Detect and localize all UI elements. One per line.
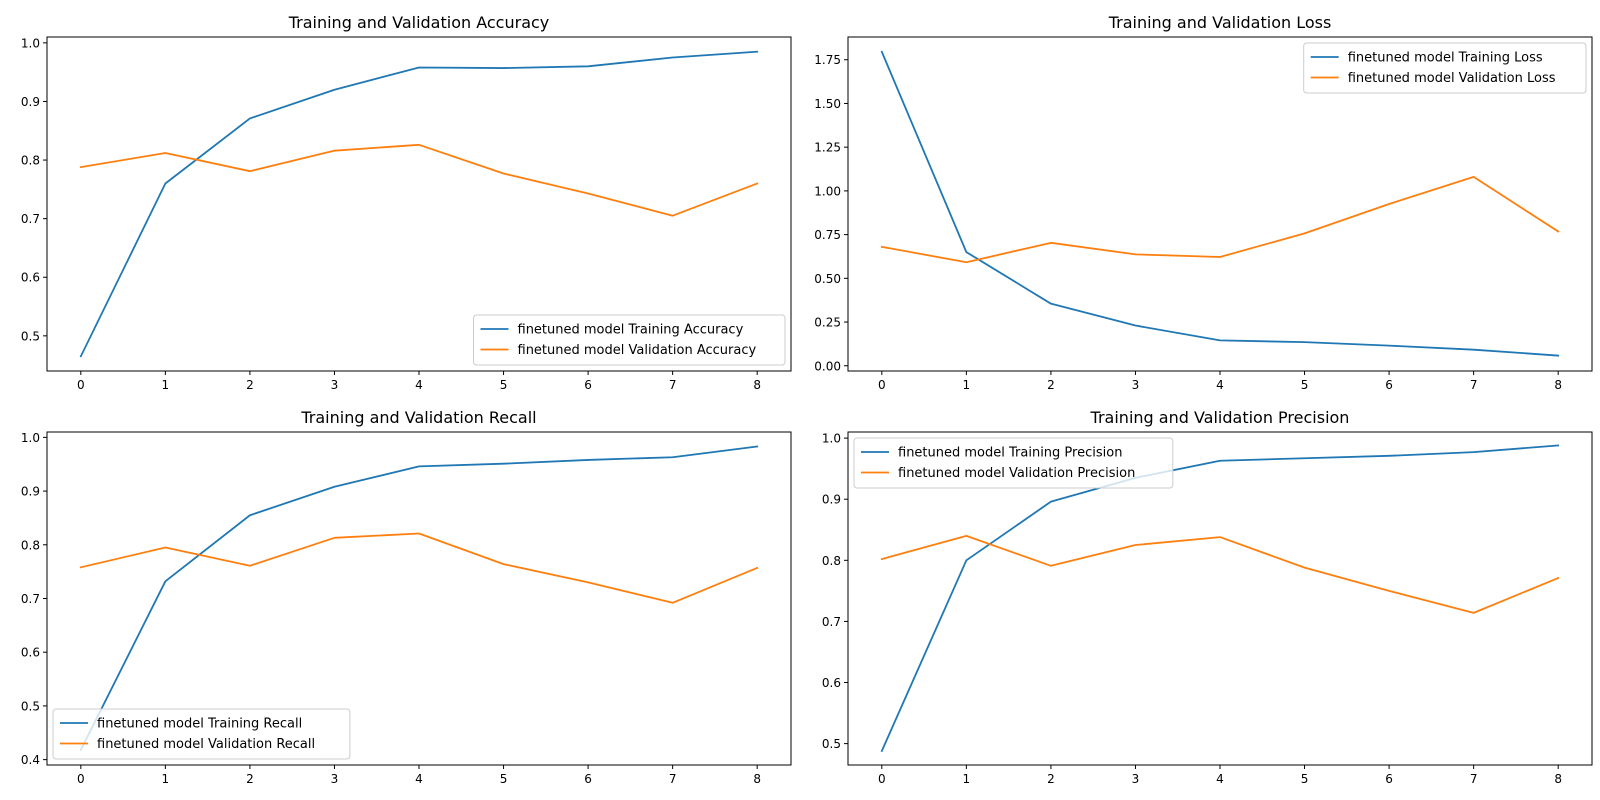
y-tick-label: 0.00	[814, 359, 841, 373]
y-tick-label: 0.8	[21, 538, 40, 552]
y-tick-label: 0.8	[21, 154, 40, 168]
x-tick-label: 0	[77, 772, 85, 786]
y-tick-label: 0.5	[822, 737, 841, 751]
x-tick-label: 2	[246, 378, 254, 392]
legend-label-1: finetuned model Validation Accuracy	[518, 343, 757, 358]
x-tick-label: 7	[1470, 772, 1478, 786]
x-tick-label: 6	[584, 378, 592, 392]
x-tick-label: 6	[1385, 378, 1393, 392]
x-tick-label: 8	[1554, 378, 1562, 392]
chart-title: Training and Validation Recall	[300, 408, 536, 427]
y-tick-label: 1.50	[814, 97, 841, 111]
y-tick-label: 1.25	[814, 141, 841, 155]
y-tick-label: 0.75	[814, 228, 841, 242]
x-tick-label: 4	[1216, 772, 1224, 786]
y-tick-label: 0.6	[822, 676, 841, 690]
series-line-0	[880, 50, 1560, 357]
x-tick-label: 1	[162, 772, 170, 786]
x-tick-label: 7	[669, 772, 677, 786]
x-tick-label: 6	[1385, 772, 1393, 786]
y-tick-label: 0.25	[814, 316, 841, 330]
y-tick-label: 0.7	[822, 615, 841, 629]
series-line-1	[79, 532, 759, 604]
y-tick-label: 1.00	[814, 184, 841, 198]
series-line-1	[880, 534, 1560, 614]
legend-label-0: finetuned model Training Precision	[898, 446, 1122, 461]
chart-panel-2: Training and Validation Recall 0 1 2 3 4 5 6 7 8 0…	[21, 408, 792, 786]
chart-panel-3: Training and Validation Precision 0 1 2 3 4 5 6…	[822, 408, 1593, 786]
x-tick-label: 4	[1216, 378, 1224, 392]
legend-label-0: finetuned model Training Loss	[1348, 51, 1543, 66]
series-line-1	[880, 175, 1560, 264]
x-tick-label: 2	[1047, 772, 1055, 786]
x-tick-label: 2	[1047, 378, 1055, 392]
x-tick-label: 1	[963, 378, 971, 392]
y-tick-label: 0.6	[21, 271, 40, 285]
x-tick-label: 5	[500, 772, 508, 786]
series-line-0	[79, 445, 759, 752]
x-tick-label: 5	[500, 378, 508, 392]
x-tick-label: 7	[1470, 378, 1478, 392]
x-tick-label: 5	[1301, 772, 1309, 786]
legend-box	[52, 708, 351, 760]
chart-title: Training and Validation Accuracy	[288, 13, 550, 32]
y-tick-label: 0.8	[822, 554, 841, 568]
x-tick-label: 2	[246, 772, 254, 786]
y-tick-label: 0.50	[814, 272, 841, 286]
y-tick-label: 1.0	[21, 36, 40, 50]
y-tick-label: 0.9	[21, 485, 40, 499]
y-tick-label: 1.0	[21, 431, 40, 445]
x-tick-label: 3	[1132, 378, 1140, 392]
legend-label-0: finetuned model Training Recall	[97, 717, 302, 732]
legend-box	[473, 314, 786, 366]
y-tick-label: 1.0	[822, 432, 841, 446]
y-tick-label: 0.7	[21, 212, 40, 226]
y-tick-label: 0.9	[21, 95, 40, 109]
legend-box	[853, 437, 1174, 489]
legend-label-1: finetuned model Validation Recall	[97, 737, 315, 752]
y-tick-label: 0.4	[21, 753, 40, 767]
x-tick-label: 7	[669, 378, 677, 392]
x-tick-label: 3	[331, 378, 339, 392]
x-tick-label: 8	[753, 378, 761, 392]
x-tick-label: 0	[878, 772, 886, 786]
x-tick-label: 4	[415, 772, 423, 786]
x-tick-label: 8	[753, 772, 761, 786]
series-line-0	[880, 444, 1560, 753]
y-tick-label: 0.7	[21, 592, 40, 606]
chart-title: Training and Validation Loss	[1108, 13, 1332, 32]
legend-box	[1303, 42, 1587, 94]
series-line-1	[79, 143, 759, 217]
y-tick-label: 0.6	[21, 646, 40, 660]
legend: finetuned model Training Precision finetu…	[853, 437, 1174, 489]
x-tick-label: 1	[963, 772, 971, 786]
series-line-0	[79, 50, 759, 358]
x-tick-label: 8	[1554, 772, 1562, 786]
chart-panel-1: Training and Validation Loss 0 1 2 3 4 5 6 7 8 0.0…	[814, 13, 1593, 392]
y-tick-label: 0.5	[21, 329, 40, 343]
chart-panel-0: Training and Validation Accuracy 0 1 2 3 4 5 6 7…	[21, 13, 792, 392]
legend-label-1: finetuned model Validation Precision	[898, 466, 1135, 481]
x-tick-label: 3	[1132, 772, 1140, 786]
x-tick-label: 6	[584, 772, 592, 786]
y-tick-label: 0.5	[21, 699, 40, 713]
y-tick-label: 0.9	[822, 493, 841, 507]
legend: finetuned model Training Accuracy finetun…	[473, 314, 786, 366]
x-tick-label: 3	[331, 772, 339, 786]
x-tick-label: 4	[415, 378, 423, 392]
x-tick-label: 0	[77, 378, 85, 392]
x-tick-label: 1	[162, 378, 170, 392]
chart-title: Training and Validation Precision	[1090, 408, 1350, 427]
x-tick-label: 0	[878, 378, 886, 392]
legend-label-0: finetuned model Training Accuracy	[518, 323, 744, 338]
legend-label-1: finetuned model Validation Loss	[1348, 71, 1556, 86]
x-tick-label: 5	[1301, 378, 1309, 392]
legend: finetuned model Training Loss finetuned m…	[1303, 42, 1587, 94]
legend: finetuned model Training Recall finetuned…	[52, 708, 351, 760]
y-tick-label: 1.75	[814, 53, 841, 67]
